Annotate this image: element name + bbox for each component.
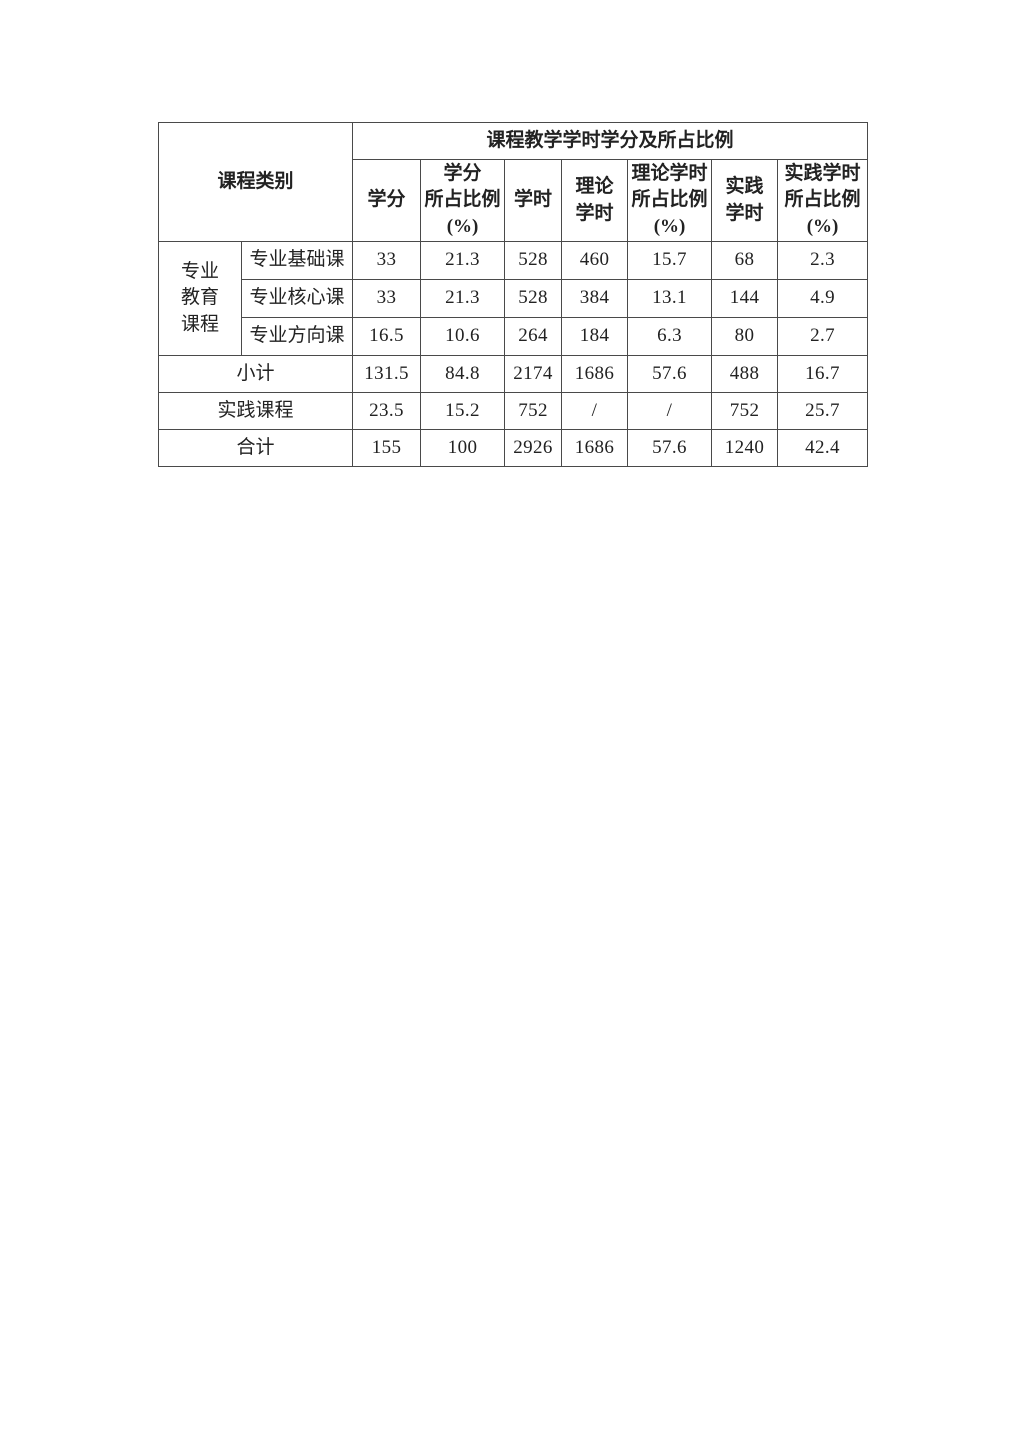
cell-basic-practice-hours: 68 (711, 241, 779, 280)
col-header-practice-hours-pct: 实践学时 所占比例 (%) (777, 159, 869, 242)
cell-direction-theory-hours: 184 (561, 317, 629, 356)
row-label-basic-courses: 专业基础课 (240, 241, 354, 280)
cell-basic-credits-pct: 21.3 (420, 241, 506, 280)
cell-total-theory-pct: 57.6 (627, 429, 713, 467)
cell-subtotal-hours: 2174 (504, 355, 563, 393)
cell-subtotal-practice-hours: 488 (711, 355, 779, 393)
header-course-category: 课程类别 (157, 122, 354, 242)
col-header-hours: 学时 (504, 159, 563, 242)
cell-total-theory-hours: 1686 (561, 429, 629, 467)
cell-subtotal-practice-pct: 16.7 (777, 355, 869, 393)
table-row: 专业方向课 16.5 10.6 264 184 6.3 80 2.7 (159, 317, 869, 356)
cell-direction-practice-hours: 80 (711, 317, 779, 356)
cell-direction-credits: 16.5 (352, 317, 422, 356)
cell-basic-theory-hours: 460 (561, 241, 629, 280)
row-label-total: 合计 (157, 429, 354, 467)
cell-core-theory-pct: 13.1 (627, 279, 713, 318)
cell-practice-theory-pct: / (627, 392, 713, 430)
cell-direction-hours: 264 (504, 317, 563, 356)
cell-basic-credits: 33 (352, 241, 422, 280)
cell-practice-practice-pct: 25.7 (777, 392, 869, 430)
cell-subtotal-credits: 131.5 (352, 355, 422, 393)
cell-basic-practice-pct: 2.3 (777, 241, 869, 280)
table-row-total: 合计 155 100 2926 1686 57.6 1240 42.4 (157, 429, 869, 467)
course-hours-table: 课程类别 课程教学学时学分及所占比例 学分 学分 所占比例 (%) 学时 理论 … (157, 122, 869, 467)
col-header-practice-hours: 实践 学时 (711, 159, 779, 242)
cell-total-credits: 155 (352, 429, 422, 467)
cell-direction-credits-pct: 10.6 (420, 317, 506, 356)
table-row: 专业核心课 33 21.3 528 384 13.1 144 4.9 (159, 279, 869, 318)
cell-subtotal-theory-pct: 57.6 (627, 355, 713, 393)
row-label-subtotal: 小计 (157, 355, 354, 393)
cell-total-practice-hours: 1240 (711, 429, 779, 467)
cell-core-credits: 33 (352, 279, 422, 318)
cell-total-hours: 2926 (504, 429, 563, 467)
cell-basic-hours: 528 (504, 241, 563, 280)
cell-total-practice-pct: 42.4 (777, 429, 869, 467)
row-label-core-courses: 专业核心课 (240, 279, 354, 318)
col-header-theory-hours-pct: 理论学时 所占比例 (%) (627, 159, 713, 242)
cell-direction-theory-pct: 6.3 (627, 317, 713, 356)
row-label-direction-courses: 专业方向课 (240, 317, 354, 356)
cell-core-theory-hours: 384 (561, 279, 629, 318)
cell-basic-theory-pct: 15.7 (627, 241, 713, 280)
cell-core-credits-pct: 21.3 (420, 279, 506, 318)
col-header-credits-pct: 学分 所占比例 (%) (420, 159, 506, 242)
cell-practice-hours: 752 (504, 392, 563, 430)
cell-subtotal-theory-hours: 1686 (561, 355, 629, 393)
cell-core-practice-hours: 144 (711, 279, 779, 318)
row-label-practice-courses: 实践课程 (157, 392, 354, 430)
group-label-professional-education: 专业 教育 课程 (158, 241, 242, 356)
cell-practice-credits: 23.5 (352, 392, 422, 430)
cell-direction-practice-pct: 2.7 (777, 317, 869, 356)
cell-subtotal-credits-pct: 84.8 (420, 355, 506, 393)
header-teaching-hours-title: 课程教学学时学分及所占比例 (352, 122, 869, 160)
cell-practice-credits-pct: 15.2 (420, 392, 506, 430)
cell-practice-theory-hours: / (561, 392, 629, 430)
table-row: 专业 教育 课程 专业基础课 33 21.3 528 460 15.7 68 2… (158, 241, 869, 356)
col-header-credits: 学分 (352, 159, 422, 242)
cell-practice-practice-hours: 752 (711, 392, 779, 430)
col-header-theory-hours: 理论 学时 (561, 159, 629, 242)
table-row-subtotal: 小计 131.5 84.8 2174 1686 57.6 488 16.7 (157, 355, 869, 393)
cell-core-hours: 528 (504, 279, 563, 318)
table-row-practice: 实践课程 23.5 15.2 752 / / 752 25.7 (157, 392, 869, 430)
cell-core-practice-pct: 4.9 (777, 279, 869, 318)
cell-total-credits-pct: 100 (420, 429, 506, 467)
